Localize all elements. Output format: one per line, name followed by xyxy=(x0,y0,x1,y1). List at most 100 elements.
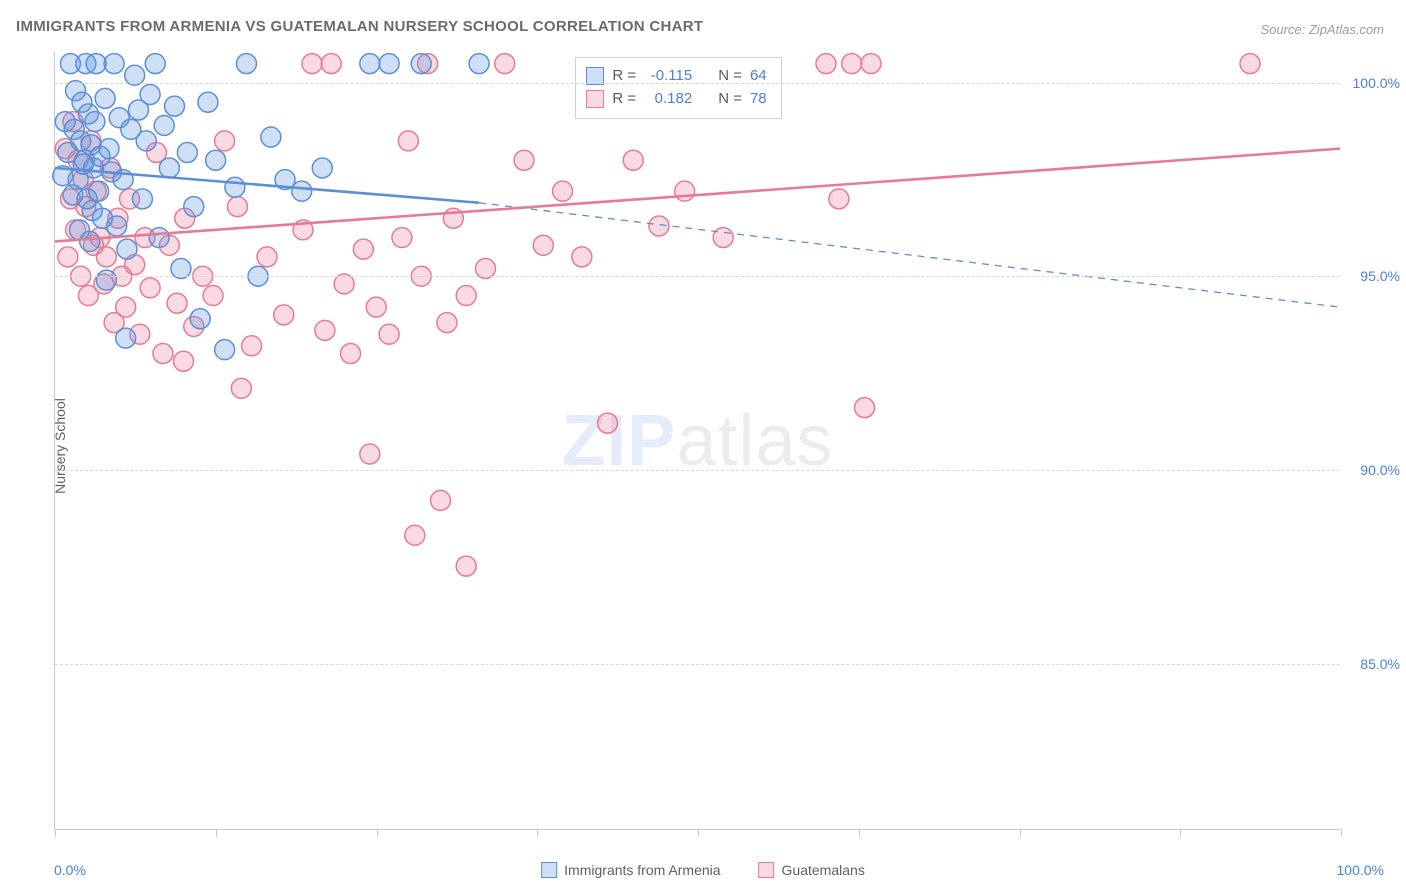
source-attribution: Source: ZipAtlas.com xyxy=(1260,22,1384,37)
guatemalans-point xyxy=(227,197,247,217)
armenia-point xyxy=(215,340,235,360)
guatemalans-point xyxy=(495,54,515,74)
guatemalans-point xyxy=(598,413,618,433)
gridline xyxy=(55,664,1340,665)
armenia-point xyxy=(154,115,174,135)
armenia-point xyxy=(86,54,106,74)
guatemalans-point xyxy=(140,278,160,298)
guatemalans-point xyxy=(360,444,380,464)
armenia-point xyxy=(117,239,137,259)
gridline xyxy=(55,83,1340,84)
plot-area: ZIPatlas R =-0.115N =64R =0.182N =78 85.… xyxy=(54,52,1340,830)
armenia-regression-dashed xyxy=(479,203,1340,307)
armenia-point xyxy=(292,181,312,201)
chart-title: IMMIGRANTS FROM ARMENIA VS GUATEMALAN NU… xyxy=(16,18,703,35)
armenia-point xyxy=(236,54,256,74)
x-tick xyxy=(377,829,378,837)
r-label: R = xyxy=(612,87,636,110)
x-tick xyxy=(216,829,217,837)
armenia-point xyxy=(312,158,332,178)
guatemalans-point xyxy=(153,344,173,364)
guatemalans-point xyxy=(713,228,733,248)
guatemalans-point xyxy=(553,181,573,201)
armenia-point xyxy=(469,54,489,74)
guatemalans-point xyxy=(231,378,251,398)
guatemalans-point xyxy=(353,239,373,259)
armenia-point xyxy=(171,258,191,278)
guatemalans-regression xyxy=(55,149,1340,242)
x-axis-min-label: 0.0% xyxy=(54,862,86,878)
guatemalans-point xyxy=(167,293,187,313)
x-tick xyxy=(1341,829,1342,837)
guatemalans-swatch-icon xyxy=(586,90,604,108)
armenia-point xyxy=(104,54,124,74)
legend-label: Guatemalans xyxy=(782,862,865,878)
armenia-point xyxy=(206,150,226,170)
guatemalans-point xyxy=(456,556,476,576)
guatemalans-point xyxy=(257,247,277,267)
y-tick-label: 95.0% xyxy=(1345,268,1400,284)
armenia-point xyxy=(261,127,281,147)
guatemalans-point xyxy=(392,228,412,248)
guatemalans-point xyxy=(321,54,341,74)
x-tick xyxy=(859,829,860,837)
guatemalans-legend-swatch-icon xyxy=(759,862,775,878)
x-tick xyxy=(1020,829,1021,837)
gridline xyxy=(55,470,1340,471)
armenia-point xyxy=(89,181,109,201)
stats-legend-box: R =-0.115N =64R =0.182N =78 xyxy=(575,57,781,119)
guatemalans-point xyxy=(514,150,534,170)
guatemalans-point xyxy=(174,351,194,371)
guatemalans-point xyxy=(58,247,78,267)
guatemalans-point xyxy=(398,131,418,151)
guatemalans-point xyxy=(96,247,116,267)
x-tick xyxy=(55,829,56,837)
armenia-point xyxy=(159,158,179,178)
guatemalans-point xyxy=(315,320,335,340)
n-value: 78 xyxy=(750,87,767,110)
armenia-point xyxy=(149,228,169,248)
armenia-point xyxy=(96,270,116,290)
armenia-point xyxy=(145,54,165,74)
armenia-point xyxy=(411,54,431,74)
armenia-swatch-icon xyxy=(586,67,604,85)
legend-item-armenia: Immigrants from Armenia xyxy=(541,862,720,878)
armenia-point xyxy=(95,88,115,108)
x-tick xyxy=(1180,829,1181,837)
bottom-legend: Immigrants from Armenia Guatemalans xyxy=(541,862,865,878)
guatemalans-point xyxy=(274,305,294,325)
armenia-point xyxy=(80,231,100,251)
armenia-point xyxy=(136,131,156,151)
guatemalans-point xyxy=(623,150,643,170)
guatemalans-point xyxy=(572,247,592,267)
armenia-point xyxy=(190,309,210,329)
x-axis-max-label: 100.0% xyxy=(1337,862,1384,878)
y-tick-label: 85.0% xyxy=(1345,656,1400,672)
armenia-point xyxy=(85,112,105,132)
armenia-point xyxy=(379,54,399,74)
r-value: 0.182 xyxy=(644,87,692,110)
guatemalans-point xyxy=(842,54,862,74)
guatemalans-point xyxy=(116,297,136,317)
guatemalans-point xyxy=(829,189,849,209)
armenia-point xyxy=(177,143,197,163)
guatemalans-point xyxy=(242,336,262,356)
guatemalans-point xyxy=(431,490,451,510)
plot-canvas xyxy=(55,52,1340,829)
y-tick-label: 90.0% xyxy=(1345,462,1400,478)
gridline xyxy=(55,276,1340,277)
guatemalans-point xyxy=(855,398,875,418)
armenia-point xyxy=(184,197,204,217)
guatemalans-point xyxy=(203,286,223,306)
x-tick xyxy=(537,829,538,837)
armenia-point xyxy=(360,54,380,74)
guatemalans-point xyxy=(302,54,322,74)
n-label: N = xyxy=(718,87,742,110)
legend-item-guatemalans: Guatemalans xyxy=(759,862,865,878)
guatemalans-point xyxy=(366,297,386,317)
y-tick-label: 100.0% xyxy=(1345,75,1400,91)
guatemalans-point xyxy=(437,313,457,333)
guatemalans-point xyxy=(215,131,235,151)
armenia-point xyxy=(198,92,218,112)
guatemalans-point xyxy=(405,525,425,545)
